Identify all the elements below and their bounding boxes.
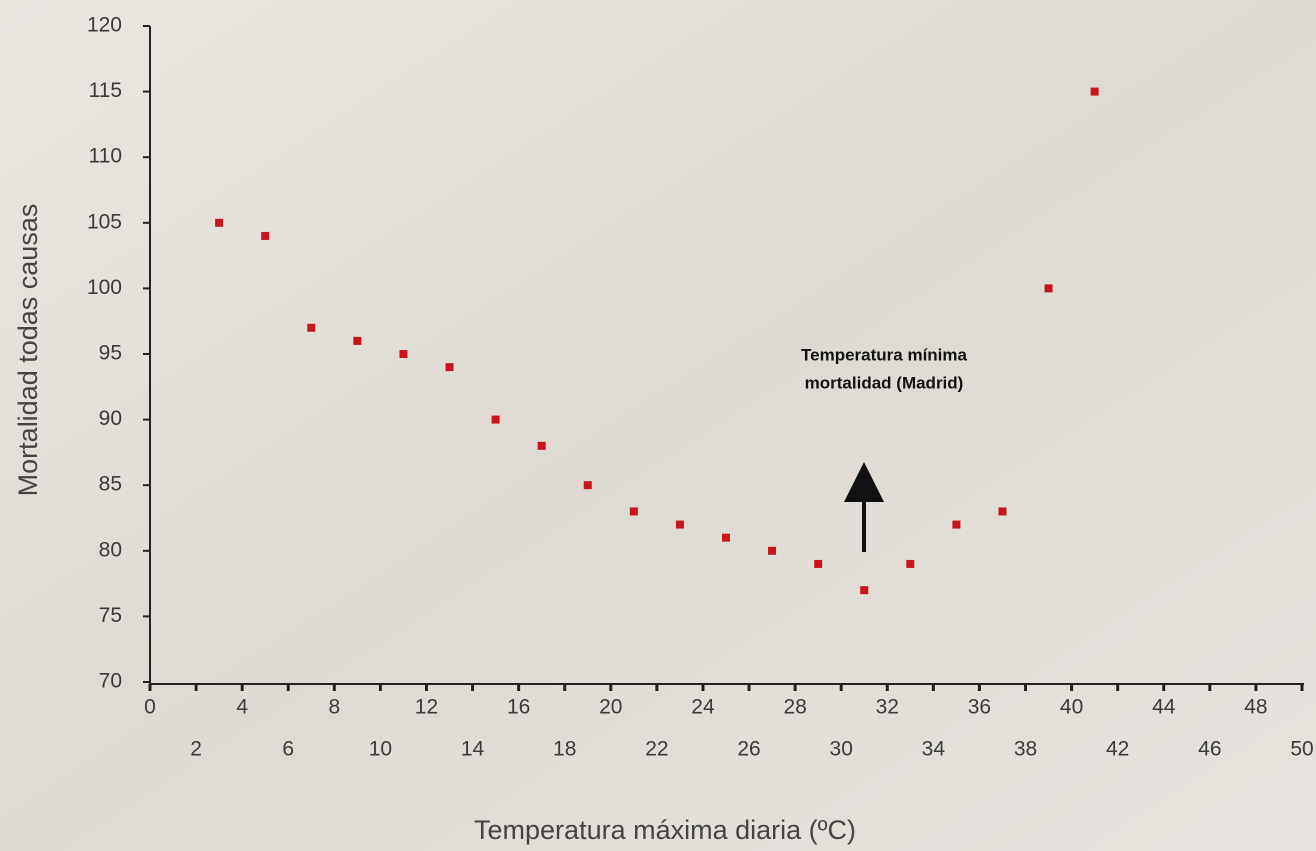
y-tick-label: 105 bbox=[87, 210, 122, 233]
x-tick-label: 20 bbox=[599, 696, 622, 719]
point bbox=[722, 534, 730, 542]
x-tick-label: 2 bbox=[190, 738, 202, 761]
x-tick-label: 6 bbox=[282, 738, 294, 761]
point bbox=[676, 521, 684, 529]
x-axis-label: Temperatura máxima diaria (ºC) bbox=[474, 815, 856, 845]
y-tick-label: 120 bbox=[87, 14, 122, 37]
x-tick-label: 40 bbox=[1060, 696, 1083, 719]
y-tick-label: 80 bbox=[99, 538, 122, 561]
x-tick-label: 32 bbox=[876, 696, 899, 719]
x-tick-label: 4 bbox=[236, 696, 248, 719]
x-tick-label: 14 bbox=[461, 738, 485, 761]
y-tick-label: 110 bbox=[89, 145, 122, 168]
point bbox=[399, 350, 407, 358]
x-tick-label: 0 bbox=[144, 696, 156, 719]
point bbox=[630, 507, 638, 515]
x-tick-label: 28 bbox=[783, 696, 806, 719]
annotation: mortalidad (Madrid) bbox=[805, 373, 964, 392]
y-tick-label: 95 bbox=[99, 342, 122, 365]
annotation: Temperatura mínima bbox=[801, 345, 968, 364]
y-tick-label: 75 bbox=[99, 604, 122, 627]
point bbox=[584, 481, 592, 489]
point bbox=[952, 521, 960, 529]
y-tick-label: 115 bbox=[89, 79, 122, 102]
y-tick-label: 100 bbox=[87, 276, 122, 299]
point bbox=[768, 547, 776, 555]
point bbox=[814, 560, 822, 568]
x-tick-label: 36 bbox=[968, 696, 991, 719]
y-tick-label: 70 bbox=[99, 670, 122, 693]
point bbox=[538, 442, 546, 450]
x-tick-label: 10 bbox=[369, 738, 392, 761]
point bbox=[860, 586, 868, 594]
x-tick-label: 44 bbox=[1152, 696, 1176, 719]
x-tick-label: 16 bbox=[507, 696, 530, 719]
y-tick-label: 90 bbox=[99, 407, 122, 430]
x-tick-label: 46 bbox=[1198, 738, 1221, 761]
point bbox=[353, 337, 361, 345]
point bbox=[215, 219, 223, 227]
x-tick-label: 8 bbox=[328, 696, 340, 719]
x-tick-label: 48 bbox=[1244, 696, 1267, 719]
x-tick-label: 38 bbox=[1014, 738, 1037, 761]
point bbox=[446, 363, 454, 371]
point bbox=[1091, 88, 1099, 96]
x-tick-label: 26 bbox=[737, 738, 760, 761]
x-tick-label: 30 bbox=[830, 738, 853, 761]
y-tick-label: 85 bbox=[99, 473, 122, 496]
point bbox=[1045, 284, 1053, 292]
point bbox=[998, 507, 1006, 515]
x-tick-label: 22 bbox=[645, 738, 668, 761]
point bbox=[307, 324, 315, 332]
x-tick-label: 24 bbox=[691, 696, 715, 719]
chart: Temperatura mínima mortalidad (Madrid) T… bbox=[0, 0, 1316, 851]
point bbox=[906, 560, 914, 568]
background bbox=[0, 0, 1316, 851]
x-tick-label: 34 bbox=[922, 738, 946, 761]
x-tick-label: 50 bbox=[1290, 738, 1313, 761]
x-tick-label: 18 bbox=[553, 738, 576, 761]
x-tick-label: 42 bbox=[1106, 738, 1129, 761]
y-axis-label: Mortalidad todas causas bbox=[13, 204, 43, 497]
x-tick-label: 12 bbox=[415, 696, 438, 719]
point bbox=[492, 416, 500, 424]
point bbox=[261, 232, 269, 240]
